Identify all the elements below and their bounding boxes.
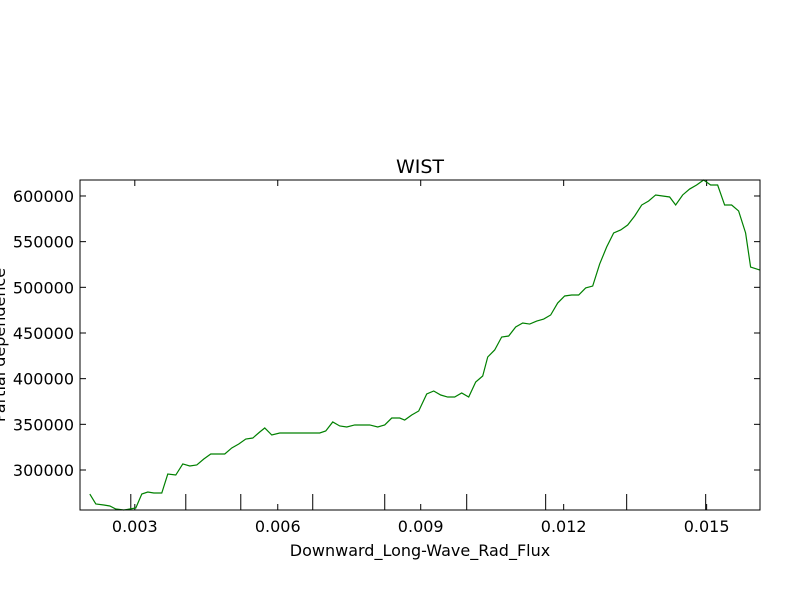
x-tick-label: 0.003: [112, 517, 158, 536]
y-tick-label: 300000: [13, 461, 74, 480]
plot-frame: [79, 179, 761, 511]
x-tick-label: 0.009: [398, 517, 444, 536]
y-tick-label: 550000: [13, 233, 74, 252]
y-tick-label: 500000: [13, 278, 74, 297]
y-tick-label: 400000: [13, 370, 74, 389]
data-line: [89, 179, 760, 511]
y-tick-label: 350000: [13, 415, 74, 434]
y-tick-label: 600000: [13, 187, 74, 206]
x-tick-label: 0.015: [684, 517, 730, 536]
x-tick-label: 0.012: [541, 517, 587, 536]
y-tick-label: 450000: [13, 324, 74, 343]
y-axis-label: Partial dependence: [0, 268, 9, 422]
x-axis-label: Downward_Long-Wave_Rad_Flux: [290, 541, 550, 561]
chart-title: WIST: [396, 156, 444, 178]
x-tick-label: 0.006: [255, 517, 301, 536]
